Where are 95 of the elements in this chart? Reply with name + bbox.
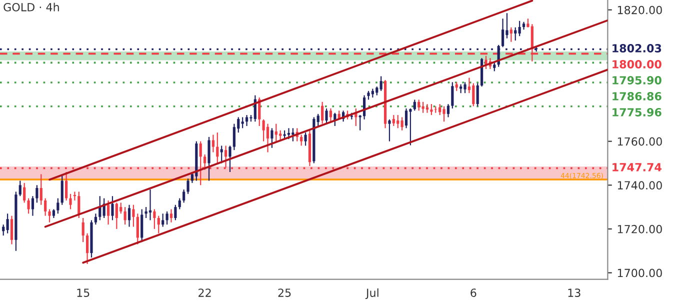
candlestick xyxy=(182,188,186,204)
candlestick xyxy=(245,114,248,127)
x-tick-label: 15 xyxy=(77,288,90,297)
candlestick xyxy=(174,204,177,221)
candlestick xyxy=(65,171,68,202)
candlestick xyxy=(153,208,156,230)
ref-line-label: 1786.86 xyxy=(612,92,662,100)
candlestick xyxy=(6,213,9,234)
candlestick xyxy=(451,82,454,110)
candlestick xyxy=(518,20,521,37)
candlestick xyxy=(212,134,214,153)
candlestick xyxy=(186,178,190,194)
candlestick xyxy=(438,104,442,116)
candlestick xyxy=(18,180,22,197)
candlestick xyxy=(446,104,450,118)
candlestick xyxy=(329,108,332,122)
candlestick xyxy=(166,210,168,226)
candlestick xyxy=(392,114,395,127)
candlestick xyxy=(321,101,324,124)
candlestick xyxy=(266,123,270,153)
candlestick xyxy=(56,198,60,214)
ref-line-label: 1747.74 xyxy=(612,163,662,172)
candlestick xyxy=(216,132,219,164)
candlestick xyxy=(144,206,148,219)
candlestick xyxy=(396,114,400,129)
candlestick xyxy=(418,99,420,112)
y-tick-label: 1700.00 xyxy=(618,268,662,278)
candlestick xyxy=(31,196,34,216)
candlestick xyxy=(178,198,181,210)
y-tick-label: 1820.00 xyxy=(618,6,662,14)
candlestick xyxy=(380,76,382,92)
candlestick xyxy=(69,193,72,210)
candlestick xyxy=(422,101,424,114)
candlestick xyxy=(228,145,232,173)
candlestick xyxy=(316,113,320,127)
candlestick xyxy=(115,202,118,230)
ref-line-label: 1802.03 xyxy=(612,44,662,52)
candlestick xyxy=(204,154,206,170)
ref-line-label: 1800.00 xyxy=(612,60,662,68)
candlestick xyxy=(78,191,80,219)
candlestick xyxy=(442,106,446,122)
candlestick xyxy=(170,208,173,223)
candlestick xyxy=(40,174,42,206)
candlestick xyxy=(304,132,307,146)
candlestick xyxy=(60,174,64,206)
candlestick xyxy=(262,118,265,142)
candlestick xyxy=(220,145,223,164)
candlestick xyxy=(501,18,504,48)
x-tick-label: 13 xyxy=(568,288,580,297)
candlestick xyxy=(111,196,114,221)
y-tick-label: 1760.00 xyxy=(618,137,662,146)
candlestick xyxy=(232,123,236,151)
candlestick xyxy=(510,26,512,42)
candlestick xyxy=(23,182,26,204)
candlestick xyxy=(128,204,131,228)
candlestick xyxy=(157,215,160,234)
y-tick-label: 1740.00 xyxy=(618,181,662,190)
candlestick xyxy=(44,198,47,216)
candlestick xyxy=(413,99,416,112)
candlestick xyxy=(208,136,210,182)
candlestick xyxy=(82,217,84,243)
x-tick-label: 25 xyxy=(278,288,291,297)
x-tick-label: Jul xyxy=(365,288,378,300)
candlestick xyxy=(388,118,391,142)
candlestick xyxy=(73,191,76,202)
chart-title: GOLD · 4h xyxy=(4,2,59,12)
candlestick xyxy=(404,108,408,129)
candlestick xyxy=(124,206,126,226)
candlestick xyxy=(10,215,14,245)
candlestick xyxy=(325,108,328,124)
candlestick xyxy=(86,232,89,265)
candlestick xyxy=(27,198,30,214)
candlestick xyxy=(464,82,466,94)
candlestick xyxy=(241,116,244,129)
ref-line-label: 1795.90 xyxy=(612,76,662,84)
x-tick-label: 6 xyxy=(470,288,476,297)
candlestick xyxy=(400,116,404,131)
candlestick xyxy=(162,213,164,228)
y-tick-label: 1720.00 xyxy=(618,224,662,234)
candlestick xyxy=(140,208,144,243)
candlestick xyxy=(36,184,38,204)
candlestick xyxy=(270,128,274,148)
candlestick xyxy=(132,204,135,228)
candlestick xyxy=(472,82,475,107)
candlestick xyxy=(409,108,412,146)
candlestick xyxy=(300,134,303,146)
candlestick xyxy=(120,202,122,214)
candlestick xyxy=(514,26,517,42)
candlestick xyxy=(476,82,479,107)
candlestick xyxy=(94,213,97,226)
ref-line-label: 1775.96 xyxy=(612,108,662,116)
candlestick xyxy=(136,213,139,245)
candlestick xyxy=(48,208,51,223)
x-tick-label: 22 xyxy=(198,288,211,297)
candlestick xyxy=(106,200,110,226)
